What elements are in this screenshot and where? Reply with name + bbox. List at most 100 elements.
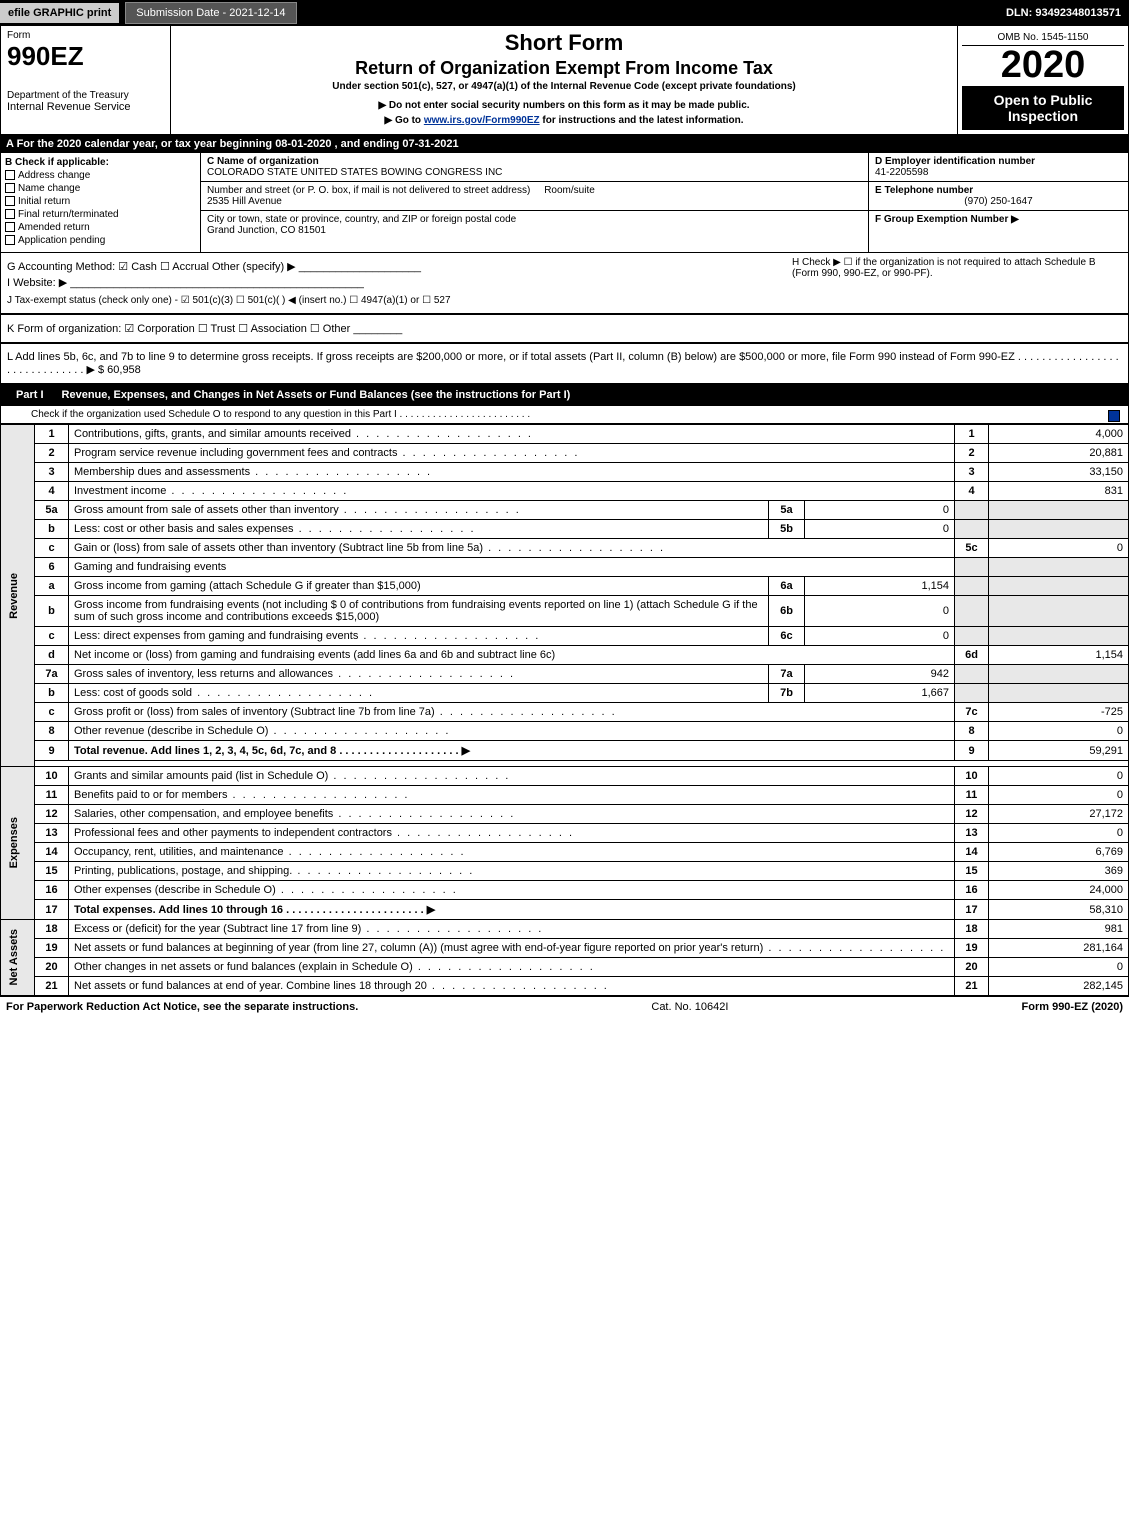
r7c-amt: -725 xyxy=(989,703,1129,722)
r5b-subval: 0 xyxy=(805,520,955,539)
r10-rnum: 10 xyxy=(955,767,989,786)
warning-line: ▶ Do not enter social security numbers o… xyxy=(175,100,953,111)
r7b-desc: Less: cost of goods sold xyxy=(69,684,769,703)
r1-num: 1 xyxy=(35,425,69,444)
r18-amt: 981 xyxy=(989,920,1129,939)
info-block: B Check if applicable: Address change Na… xyxy=(0,153,1129,253)
r5a-subval: 0 xyxy=(805,501,955,520)
r6c-ashade xyxy=(989,627,1129,646)
r6c-sublabel: 6c xyxy=(769,627,805,646)
r16-rnum: 16 xyxy=(955,881,989,900)
footer-catno: Cat. No. 10642I xyxy=(651,1001,728,1013)
short-form-title: Short Form xyxy=(175,30,953,56)
cb-amended-return[interactable]: Amended return xyxy=(5,222,196,233)
form-word: Form xyxy=(7,30,164,41)
submission-date: Submission Date - 2021-12-14 xyxy=(125,2,296,24)
r21-desc: Net assets or fund balances at end of ye… xyxy=(69,977,955,996)
r21-amt: 282,145 xyxy=(989,977,1129,996)
r14-desc: Occupancy, rent, utilities, and maintena… xyxy=(69,843,955,862)
r17-num: 17 xyxy=(35,900,69,920)
dln-label: DLN: 93492348013571 xyxy=(1006,7,1129,19)
r14-num: 14 xyxy=(35,843,69,862)
r8-num: 8 xyxy=(35,722,69,741)
r19-rnum: 19 xyxy=(955,939,989,958)
r14-rnum: 14 xyxy=(955,843,989,862)
r6c-subval: 0 xyxy=(805,627,955,646)
header-left: Form 990EZ Department of the Treasury In… xyxy=(1,26,171,134)
row-6b: b Gross income from fundraising events (… xyxy=(1,596,1129,627)
cb-application-pending-label: Application pending xyxy=(18,235,105,246)
part-i-header: Part I Revenue, Expenses, and Changes in… xyxy=(0,384,1129,406)
r6a-desc: Gross income from gaming (attach Schedul… xyxy=(69,577,769,596)
r16-desc: Other expenses (describe in Schedule O) xyxy=(69,881,955,900)
row-17: 17 Total expenses. Add lines 10 through … xyxy=(1,900,1129,920)
line-a-period: A For the 2020 calendar year, or tax yea… xyxy=(0,135,1129,153)
r7b-ashade xyxy=(989,684,1129,703)
r15-amt: 369 xyxy=(989,862,1129,881)
r5c-rnum: 5c xyxy=(955,539,989,558)
expenses-vlabel: Expenses xyxy=(6,813,22,872)
r7a-sublabel: 7a xyxy=(769,665,805,684)
efile-print-button[interactable]: efile GRAPHIC print xyxy=(0,3,119,23)
r3-desc: Membership dues and assessments xyxy=(69,463,955,482)
row-6a: a Gross income from gaming (attach Sched… xyxy=(1,577,1129,596)
row-4: 4 Investment income 4 831 xyxy=(1,482,1129,501)
row-11: 11 Benefits paid to or for members 11 0 xyxy=(1,786,1129,805)
line-l: L Add lines 5b, 6c, and 7b to line 9 to … xyxy=(7,351,1122,376)
r1-amt: 4,000 xyxy=(989,425,1129,444)
r6b-rshade xyxy=(955,596,989,627)
part-i-table: Revenue 1 Contributions, gifts, grants, … xyxy=(0,424,1129,996)
r2-num: 2 xyxy=(35,444,69,463)
e-label: E Telephone number xyxy=(875,185,1122,196)
r21-num: 21 xyxy=(35,977,69,996)
check-b-label: B Check if applicable: xyxy=(5,157,196,168)
r11-desc: Benefits paid to or for members xyxy=(69,786,955,805)
r19-amt: 281,164 xyxy=(989,939,1129,958)
row-7c: c Gross profit or (loss) from sales of i… xyxy=(1,703,1129,722)
r20-desc: Other changes in net assets or fund bala… xyxy=(69,958,955,977)
r20-amt: 0 xyxy=(989,958,1129,977)
r8-rnum: 8 xyxy=(955,722,989,741)
r5c-num: c xyxy=(35,539,69,558)
r5b-sublabel: 5b xyxy=(769,520,805,539)
r6d-desc: Net income or (loss) from gaming and fun… xyxy=(69,646,955,665)
goto-link[interactable]: www.irs.gov/Form990EZ xyxy=(424,115,540,126)
meta-section-3: L Add lines 5b, 6c, and 7b to line 9 to … xyxy=(0,343,1129,384)
cb-name-change[interactable]: Name change xyxy=(5,183,196,194)
row-9: 9 Total revenue. Add lines 1, 2, 3, 4, 5… xyxy=(1,741,1129,761)
cb-final-return-label: Final return/terminated xyxy=(18,209,119,220)
cb-initial-return[interactable]: Initial return xyxy=(5,196,196,207)
goto-post: for instructions and the latest informat… xyxy=(540,115,744,126)
cb-final-return[interactable]: Final return/terminated xyxy=(5,209,196,220)
top-bar: efile GRAPHIC print Submission Date - 20… xyxy=(0,0,1129,26)
street-row: Number and street (or P. O. box, if mail… xyxy=(201,182,868,211)
r7c-num: c xyxy=(35,703,69,722)
line-g: G Accounting Method: ☑ Cash ☐ Accrual Ot… xyxy=(7,260,792,273)
row-6c: c Less: direct expenses from gaming and … xyxy=(1,627,1129,646)
info-right: D Employer identification number 41-2205… xyxy=(868,153,1128,252)
r7a-num: 7a xyxy=(35,665,69,684)
revenue-vlabel: Revenue xyxy=(6,569,22,623)
r6-ashade xyxy=(989,558,1129,577)
r15-num: 15 xyxy=(35,862,69,881)
line-k: K Form of organization: ☑ Corporation ☐ … xyxy=(7,322,1122,335)
cb-application-pending[interactable]: Application pending xyxy=(5,235,196,246)
r13-amt: 0 xyxy=(989,824,1129,843)
street-value: 2535 Hill Avenue xyxy=(207,196,282,207)
r6d-num: d xyxy=(35,646,69,665)
city-row: City or town, state or province, country… xyxy=(201,211,868,239)
r13-desc: Professional fees and other payments to … xyxy=(69,824,955,843)
r11-rnum: 11 xyxy=(955,786,989,805)
row-7b: b Less: cost of goods sold 7b 1,667 xyxy=(1,684,1129,703)
schedule-o-text: Check if the organization used Schedule … xyxy=(31,409,530,420)
c-label: C Name of organization xyxy=(207,156,319,167)
row-13: 13 Professional fees and other payments … xyxy=(1,824,1129,843)
r12-amt: 27,172 xyxy=(989,805,1129,824)
cb-address-change[interactable]: Address change xyxy=(5,170,196,181)
schedule-o-checkbox[interactable] xyxy=(1108,410,1120,422)
row-8: 8 Other revenue (describe in Schedule O)… xyxy=(1,722,1129,741)
r8-desc: Other revenue (describe in Schedule O) xyxy=(69,722,955,741)
r19-num: 19 xyxy=(35,939,69,958)
r20-rnum: 20 xyxy=(955,958,989,977)
form-number: 990EZ xyxy=(7,41,164,72)
